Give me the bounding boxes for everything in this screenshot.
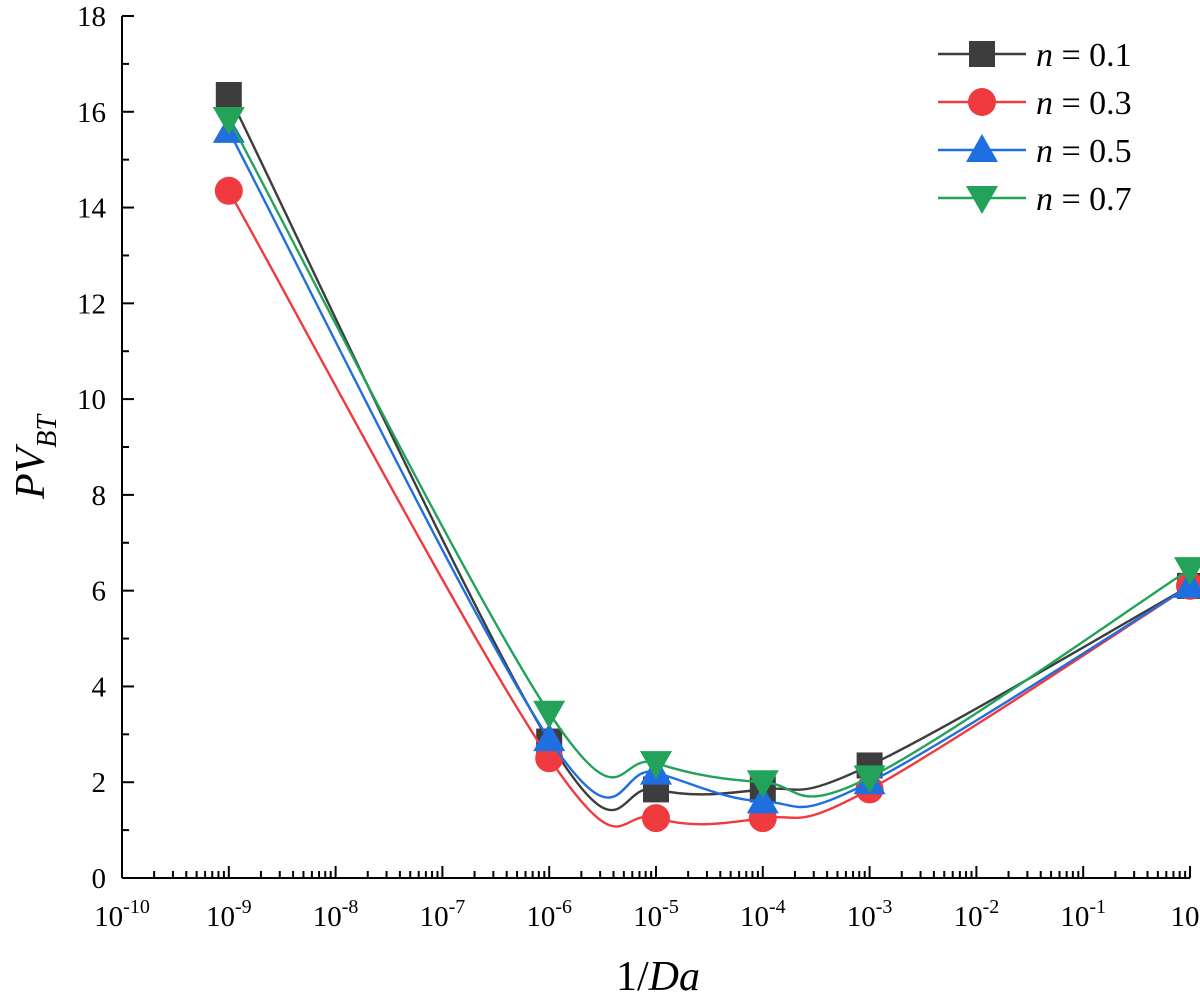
legend-label: n = 0.1 [1036, 37, 1132, 74]
x-tick-label: 10-7 [420, 896, 466, 933]
legend-marker [966, 134, 998, 162]
legend-label: n = 0.5 [1036, 133, 1132, 170]
y-tick-label: 6 [92, 576, 107, 608]
y-tick-label: 10 [77, 384, 106, 416]
data-point [640, 751, 672, 780]
legend: n = 0.1 n = 0.3 n = 0.5 n = 0.7 [938, 37, 1132, 218]
x-tick-label: 10-8 [313, 896, 359, 933]
x-tick-label: 10-1 [1060, 896, 1106, 933]
legend-entry: n = 0.5 [938, 133, 1132, 170]
data-point [642, 804, 670, 833]
y-tick-label: 12 [77, 288, 106, 320]
series-triangle-down [212, 106, 1200, 799]
x-tick-label: 10-6 [526, 896, 572, 933]
y-tick-label: 4 [92, 671, 107, 703]
data-point [215, 82, 242, 109]
x-tick-label: 100 [1171, 896, 1200, 933]
x-tick-label: 10-4 [740, 896, 786, 933]
y-tick-label: 0 [92, 863, 107, 895]
data-point [214, 176, 243, 205]
series-layer [212, 82, 1200, 833]
series-line [227, 130, 1191, 809]
data-point [746, 785, 779, 814]
x-tick-label: 10-9 [206, 896, 252, 933]
x-tick-label: 10-5 [633, 896, 679, 933]
y-tick-label: 14 [77, 193, 107, 225]
legend-marker [969, 41, 995, 67]
data-point [853, 765, 886, 794]
x-tick-label: 10-2 [954, 896, 1000, 933]
y-tick-label: 2 [92, 767, 107, 799]
y-tick-label: 18 [77, 1, 106, 33]
series-line [227, 118, 1191, 798]
series-triangle-up [212, 114, 1200, 814]
legend-marker [968, 88, 996, 116]
axes: 0 2 4 6 8 10 12 14 16 18 10-10 10-9 10-8 10-7 10-6 10-5… [8, 1, 1200, 996]
data-point [746, 770, 779, 799]
legend-entry: n = 0.1 [938, 37, 1132, 74]
data-point [212, 106, 245, 135]
series-circle [214, 176, 1200, 833]
x-tick-label: 10-3 [847, 896, 893, 933]
legend-label: n = 0.3 [1036, 85, 1132, 122]
x-axis-title: 1/Da [616, 954, 700, 996]
legend-label: n = 0.7 [1036, 181, 1132, 218]
y-tick-label: 16 [77, 97, 106, 129]
y-axis-title: PVBT [8, 413, 63, 500]
y-tick-label: 8 [92, 480, 107, 512]
data-point [1174, 557, 1200, 586]
legend-entry: n = 0.7 [938, 181, 1132, 218]
data-point [533, 700, 566, 729]
legend-marker [966, 186, 998, 214]
data-point [533, 723, 566, 752]
series-line [227, 190, 1191, 828]
legend-entry: n = 0.3 [938, 85, 1132, 122]
x-tick-label: 10-10 [94, 896, 150, 933]
